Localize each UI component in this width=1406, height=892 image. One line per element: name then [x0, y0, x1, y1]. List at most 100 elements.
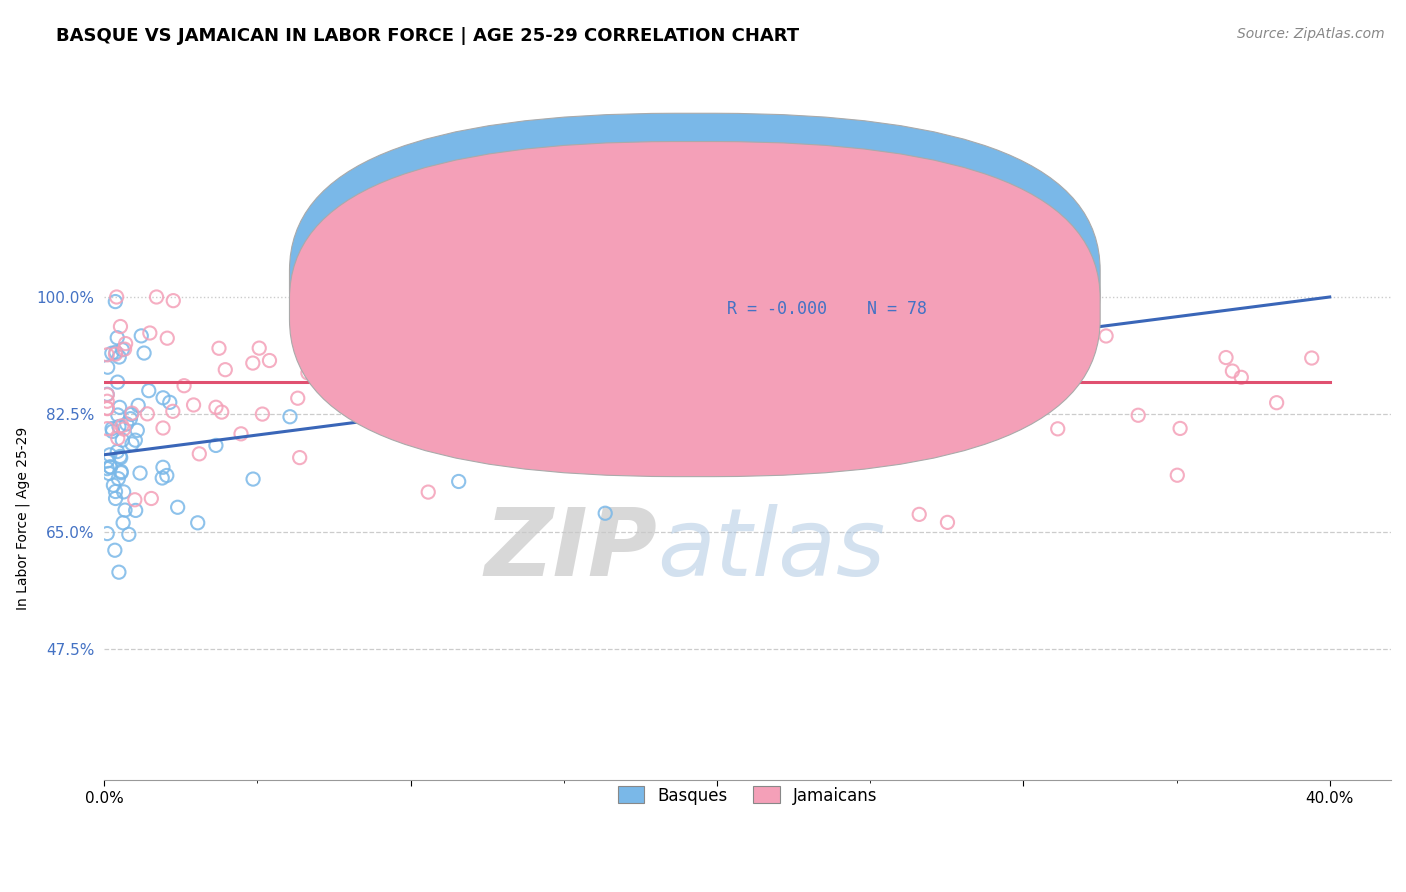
Point: [108, 401, 131, 415]
Point: [107, 375, 129, 389]
Point: [110, 450, 132, 465]
Point: [110, 465, 132, 479]
Point: [156, 468, 179, 483]
Point: [447, 475, 470, 489]
Point: [187, 516, 209, 530]
Point: [1071, 290, 1094, 304]
Point: [607, 358, 630, 372]
Point: [378, 386, 401, 401]
Point: [124, 433, 146, 447]
Point: [96, 394, 118, 409]
Point: [603, 406, 626, 420]
Point: [104, 484, 127, 499]
Point: [1166, 468, 1188, 483]
Point: [114, 336, 136, 351]
Point: [205, 438, 228, 452]
Point: [111, 418, 134, 433]
Point: [278, 409, 301, 424]
Point: [152, 460, 174, 475]
Point: [214, 362, 236, 376]
Point: [120, 408, 142, 422]
Point: [846, 420, 869, 434]
Point: [152, 391, 174, 405]
Point: [107, 472, 129, 486]
Point: [188, 447, 211, 461]
Point: [815, 411, 838, 425]
Point: [105, 331, 128, 345]
Point: [512, 345, 534, 359]
Point: [297, 366, 319, 380]
Point: [406, 432, 429, 446]
Point: [288, 450, 311, 465]
Point: [96, 388, 118, 402]
Point: [115, 417, 138, 431]
Point: [96, 422, 118, 436]
Point: [96, 387, 118, 401]
Point: [242, 356, 264, 370]
FancyBboxPatch shape: [659, 263, 1021, 329]
Point: [1215, 351, 1237, 365]
Point: [112, 422, 135, 436]
Text: BASQUE VS JAMAICAN IN LABOR FORCE | AGE 25-29 CORRELATION CHART: BASQUE VS JAMAICAN IN LABOR FORCE | AGE …: [56, 27, 800, 45]
Point: [129, 329, 152, 343]
Point: [697, 354, 720, 368]
Point: [576, 430, 599, 444]
Point: [394, 321, 416, 335]
Point: [98, 448, 121, 462]
Point: [132, 346, 155, 360]
Point: [107, 431, 129, 445]
Point: [114, 342, 136, 356]
Point: [779, 368, 801, 382]
Point: [124, 492, 146, 507]
Point: [110, 466, 132, 480]
Point: [1062, 290, 1084, 304]
Point: [104, 294, 127, 309]
Point: [108, 565, 131, 579]
Text: atlas: atlas: [658, 504, 886, 596]
Point: [287, 391, 309, 405]
Point: [156, 331, 179, 345]
Point: [162, 293, 184, 308]
Point: [96, 348, 118, 362]
Point: [107, 408, 129, 422]
Point: [159, 395, 181, 409]
Point: [418, 485, 440, 500]
Point: [1222, 364, 1244, 378]
Point: [138, 384, 160, 398]
Text: ZIP: ZIP: [485, 504, 658, 596]
Point: [141, 491, 163, 506]
Point: [447, 350, 470, 364]
Point: [100, 460, 122, 475]
Point: [803, 310, 825, 324]
Legend: Basques, Jamaicans: Basques, Jamaicans: [612, 780, 884, 811]
FancyBboxPatch shape: [290, 113, 1099, 449]
Point: [98, 459, 121, 474]
FancyBboxPatch shape: [290, 142, 1099, 476]
Point: [98, 467, 121, 481]
Point: [593, 506, 616, 520]
Point: [803, 348, 825, 362]
Point: [1168, 421, 1191, 435]
Point: [789, 348, 811, 362]
Point: [96, 401, 118, 416]
Point: [101, 421, 124, 435]
Point: [671, 442, 693, 457]
Point: [173, 378, 195, 392]
Point: [936, 516, 959, 530]
Point: [96, 526, 118, 541]
Point: [426, 396, 449, 410]
Y-axis label: In Labor Force | Age 25-29: In Labor Force | Age 25-29: [15, 427, 30, 610]
Point: [229, 426, 252, 441]
Point: [129, 466, 152, 480]
Point: [118, 527, 141, 541]
Point: [162, 404, 184, 418]
Point: [953, 372, 976, 386]
Point: [710, 367, 733, 381]
Point: [96, 461, 118, 475]
Point: [124, 503, 146, 517]
Point: [96, 454, 118, 468]
Point: [96, 401, 118, 416]
Point: [150, 471, 173, 485]
Point: [104, 347, 127, 361]
Point: [1052, 305, 1074, 319]
